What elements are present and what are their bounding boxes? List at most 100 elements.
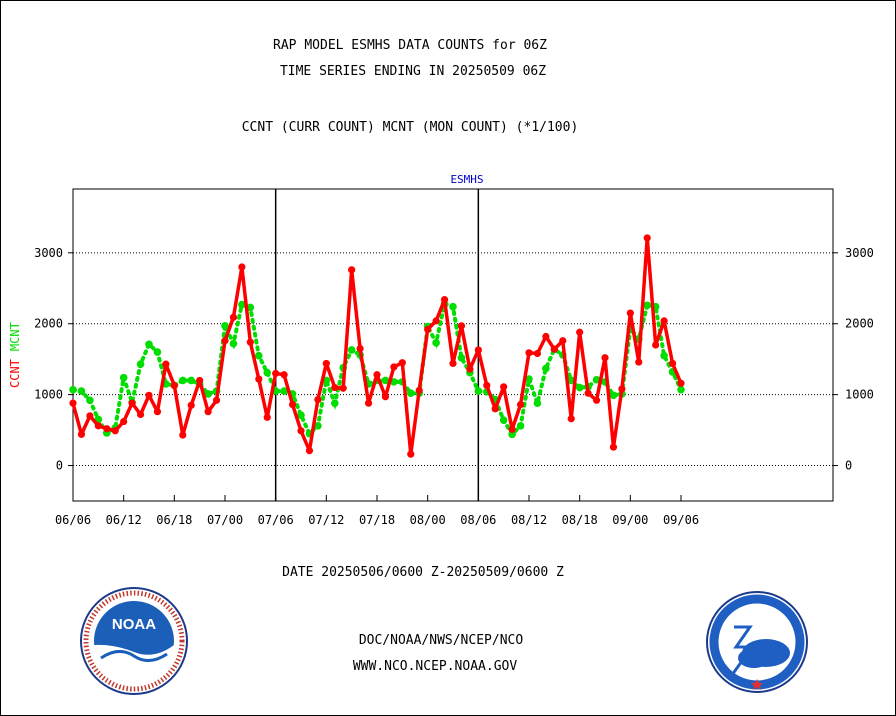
y-tick-label-left: 2000 (34, 317, 63, 331)
noaa-logo: NOAA (80, 587, 188, 695)
series-line-ccnt (71, 236, 683, 456)
plot-area (72, 188, 834, 502)
point-mcnt (204, 390, 212, 398)
point-mcnt (508, 430, 516, 439)
point-mcnt (246, 303, 255, 312)
point-ccnt (567, 415, 575, 423)
point-mcnt (119, 373, 128, 382)
point-mcnt (136, 360, 145, 368)
point-mcnt (533, 399, 542, 407)
point-ccnt (500, 383, 508, 391)
point-ccnt (128, 399, 136, 407)
point-ccnt (533, 349, 542, 358)
point-mcnt (221, 322, 229, 330)
point-ccnt (668, 359, 677, 368)
point-mcnt (69, 385, 77, 394)
point-ccnt (542, 332, 550, 341)
point-mcnt (330, 399, 339, 407)
point-ccnt (348, 266, 356, 274)
point-ccnt (457, 322, 466, 330)
point-ccnt (272, 369, 280, 377)
point-mcnt (238, 300, 246, 309)
point-mcnt (677, 385, 685, 394)
point-ccnt (246, 338, 254, 346)
point-mcnt (153, 348, 162, 356)
point-ccnt (187, 401, 195, 409)
point-mcnt (297, 411, 305, 420)
point-mcnt (229, 339, 238, 348)
point-ccnt (525, 349, 533, 357)
point-ccnt (483, 381, 491, 390)
point-ccnt (314, 396, 322, 404)
point-ccnt (373, 371, 381, 379)
point-mcnt (542, 364, 550, 373)
point-ccnt (550, 345, 558, 353)
chart-title: ESMHS (450, 173, 483, 186)
x-tick-label: 09/00 (612, 513, 648, 527)
noaa-logo-text: NOAA (112, 616, 156, 633)
point-mcnt (314, 422, 322, 430)
x-tick-label: 08/00 (410, 513, 446, 527)
point-ccnt (339, 384, 347, 392)
point-ccnt (601, 354, 609, 362)
org-path: DOC/NOAA/NWS/NCEP/NCO (358, 633, 524, 648)
point-ccnt (635, 358, 643, 366)
point-ccnt (204, 408, 212, 416)
header-line-2: TIME SERIES ENDING IN 20250509 06Z (279, 64, 547, 79)
point-ccnt (136, 410, 145, 419)
point-ccnt (103, 425, 111, 433)
point-ccnt (120, 417, 128, 426)
x-tick-label: 07/12 (308, 513, 344, 527)
point-mcnt (474, 387, 483, 395)
point-ccnt (652, 341, 660, 349)
point-ccnt (196, 376, 204, 385)
point-mcnt (347, 346, 356, 354)
y-tick-label-left: 0 (56, 459, 63, 473)
point-ccnt (491, 405, 499, 413)
point-ccnt (179, 431, 187, 439)
point-ccnt (407, 450, 415, 458)
y-tick-label-right: 2000 (845, 317, 874, 331)
header-line-3: CCNT (CURR COUNT) MCNT (MON COUNT) (*1/1… (241, 120, 579, 135)
point-ccnt (221, 337, 229, 345)
point-ccnt (508, 425, 516, 433)
x-tick-label: 09/06 (663, 513, 699, 527)
x-tick-label: 07/00 (207, 513, 243, 527)
y-tick-label-right: 3000 (845, 246, 874, 260)
point-mcnt (592, 375, 601, 384)
point-mcnt (406, 389, 415, 398)
point-ccnt (229, 313, 238, 321)
y-axis-label-mcnt: MCNT (8, 322, 22, 351)
x-tick-label: 06/06 (55, 513, 91, 527)
point-mcnt (254, 351, 263, 360)
point-ccnt (322, 359, 330, 368)
point-mcnt (77, 387, 86, 395)
point-ccnt (398, 359, 406, 367)
point-mcnt (525, 375, 533, 383)
nws-logo (706, 591, 808, 693)
point-mcnt (457, 353, 466, 362)
point-mcnt (575, 383, 584, 392)
point-mcnt (660, 351, 668, 360)
point-ccnt (162, 360, 170, 368)
y-axis-label-ccnt: CCNT (8, 359, 22, 388)
point-mcnt (178, 376, 187, 385)
point-ccnt (263, 413, 271, 421)
point-mcnt (280, 387, 288, 395)
point-ccnt (440, 296, 449, 304)
point-mcnt (86, 396, 94, 405)
point-ccnt (618, 385, 626, 393)
point-ccnt (466, 365, 474, 373)
point-ccnt (432, 317, 440, 325)
point-ccnt (609, 443, 618, 451)
y-tick-label-right: 1000 (845, 388, 874, 402)
point-ccnt (390, 363, 398, 371)
point-ccnt (170, 381, 178, 390)
point-ccnt (77, 430, 86, 438)
y-tick-label-right: 0 (845, 459, 852, 473)
date-range: DATE 20250506/0600 Z-20250509/0600 Z (282, 565, 564, 580)
point-ccnt (424, 325, 432, 333)
point-ccnt (111, 427, 119, 435)
point-ccnt (153, 408, 162, 416)
point-mcnt (609, 391, 618, 400)
